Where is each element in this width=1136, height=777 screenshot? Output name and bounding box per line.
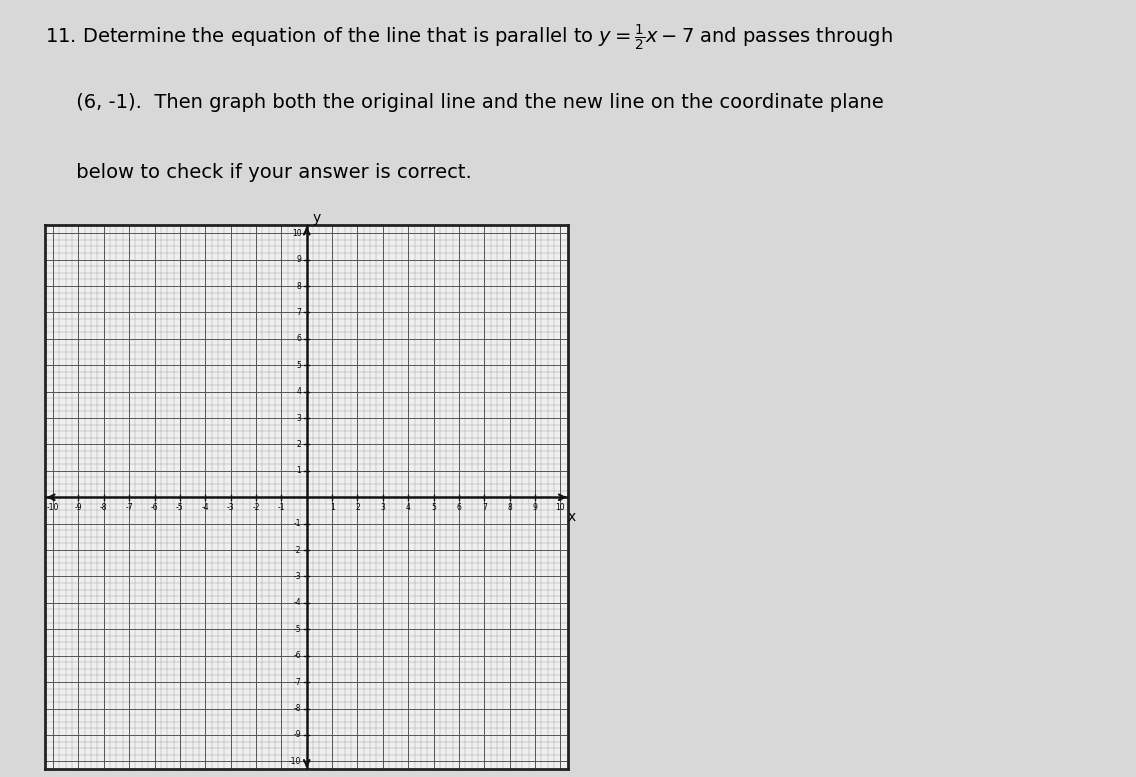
Text: 10: 10 bbox=[556, 503, 566, 512]
Text: 9: 9 bbox=[296, 255, 301, 264]
Text: -3: -3 bbox=[294, 572, 301, 581]
Text: 4: 4 bbox=[296, 387, 301, 396]
Text: -2: -2 bbox=[294, 545, 301, 555]
Text: -1: -1 bbox=[294, 519, 301, 528]
Text: 1: 1 bbox=[296, 466, 301, 476]
Text: -6: -6 bbox=[294, 651, 301, 660]
Text: -5: -5 bbox=[176, 503, 184, 512]
Text: -4: -4 bbox=[294, 598, 301, 608]
Text: 1: 1 bbox=[329, 503, 334, 512]
Text: 8: 8 bbox=[296, 281, 301, 291]
Text: -3: -3 bbox=[227, 503, 234, 512]
Text: -7: -7 bbox=[125, 503, 133, 512]
Text: 5: 5 bbox=[296, 361, 301, 370]
Text: -1: -1 bbox=[277, 503, 285, 512]
Text: 9: 9 bbox=[533, 503, 537, 512]
Text: (6, -1).  Then graph both the original line and the new line on the coordinate p: (6, -1). Then graph both the original li… bbox=[45, 93, 884, 112]
Text: x: x bbox=[568, 510, 576, 524]
Text: 5: 5 bbox=[432, 503, 436, 512]
Text: 4: 4 bbox=[406, 503, 410, 512]
Text: 2: 2 bbox=[296, 440, 301, 449]
Text: 6: 6 bbox=[296, 334, 301, 343]
Text: 11. Determine the equation of the line that is parallel to $y = \frac{1}{2}x - 7: 11. Determine the equation of the line t… bbox=[45, 23, 893, 54]
Text: -2: -2 bbox=[252, 503, 260, 512]
Text: y: y bbox=[314, 211, 321, 225]
Text: -8: -8 bbox=[100, 503, 108, 512]
Text: -6: -6 bbox=[151, 503, 158, 512]
Text: 6: 6 bbox=[457, 503, 461, 512]
Text: 7: 7 bbox=[482, 503, 486, 512]
Text: -8: -8 bbox=[294, 704, 301, 713]
Text: -9: -9 bbox=[75, 503, 82, 512]
Text: -9: -9 bbox=[294, 730, 301, 740]
Text: -7: -7 bbox=[294, 678, 301, 687]
Text: -10: -10 bbox=[47, 503, 59, 512]
Text: 3: 3 bbox=[381, 503, 385, 512]
Text: 3: 3 bbox=[296, 413, 301, 423]
Text: 10: 10 bbox=[292, 228, 301, 238]
Text: -10: -10 bbox=[289, 757, 301, 766]
Text: 8: 8 bbox=[508, 503, 512, 512]
Text: -5: -5 bbox=[294, 625, 301, 634]
Text: below to check if your answer is correct.: below to check if your answer is correct… bbox=[45, 163, 473, 182]
Text: -4: -4 bbox=[201, 503, 209, 512]
Text: 2: 2 bbox=[356, 503, 360, 512]
Text: 7: 7 bbox=[296, 308, 301, 317]
